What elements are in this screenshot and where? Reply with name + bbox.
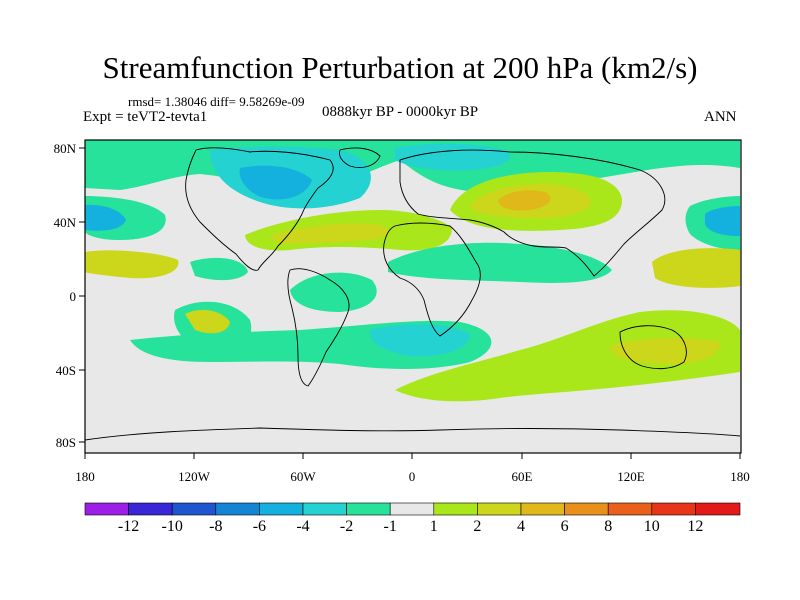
x-tick-120w: 120W xyxy=(178,469,210,484)
map-title: Streamfunction Perturbation at 200 hPa (… xyxy=(102,50,698,85)
colorbar-label: 12 xyxy=(687,518,704,535)
colorbar-box-2 xyxy=(128,502,173,516)
y-tick-40s: 40S xyxy=(55,363,76,378)
contour-yellow-atlantic xyxy=(270,223,389,244)
season-label: ANN xyxy=(704,109,737,125)
colorbar-box-3 xyxy=(171,502,217,516)
experiment-label: Expt = teVT2-tevta1 xyxy=(83,109,208,125)
contour-field xyxy=(85,140,741,453)
colorbar-label: 6 xyxy=(560,518,569,535)
x-tick-120e: 120E xyxy=(617,469,645,484)
rmsd-stats: rmsd= 1.38046 diff= 9.58269e-09 xyxy=(128,94,305,109)
colorbar-label: -4 xyxy=(296,518,310,535)
australia-coast xyxy=(619,325,687,370)
colorbar-box-11 xyxy=(520,502,565,516)
contour-green-south-indian xyxy=(395,310,740,402)
y-tick-80n: 80N xyxy=(53,141,76,156)
colorbar-box-9 xyxy=(433,502,478,516)
coastlines xyxy=(85,147,741,441)
colorbar-box-7 xyxy=(346,502,391,516)
colorbar-box-12 xyxy=(564,502,609,516)
colorbar-box-1 xyxy=(84,502,129,516)
colorbar-box-6 xyxy=(302,502,347,516)
colorbar-label: -8 xyxy=(209,518,223,535)
colorbar-label: 4 xyxy=(517,518,525,535)
contour-yellow-australia xyxy=(610,337,721,364)
contour-yellow-south-pacific xyxy=(185,309,230,334)
x-tick-180-left: 180 xyxy=(75,469,95,484)
contour-blue-north-america xyxy=(239,165,312,200)
contour-yellow-pacific-west xyxy=(85,250,179,279)
colorbar-label: -6 xyxy=(252,518,267,535)
x-tick-180-right: 180 xyxy=(730,469,750,484)
colorbar-box-14 xyxy=(651,502,696,516)
contour-orange-eurasia xyxy=(498,190,551,211)
axis-ticks xyxy=(79,147,741,459)
africa-coast xyxy=(383,222,481,337)
colorbar-box-8 xyxy=(389,502,435,516)
y-tick-80s: 80S xyxy=(55,435,76,450)
greenland-coast xyxy=(339,147,381,168)
contour-blue-pacific-west xyxy=(85,204,126,231)
contour-green-tropical-band xyxy=(388,242,612,283)
antarctica-coast xyxy=(85,427,741,441)
y-tick-0: 0 xyxy=(69,289,77,304)
colorbar-box-4 xyxy=(215,502,260,516)
colorbar-label: 10 xyxy=(643,518,660,535)
colorbar-label: -2 xyxy=(339,518,354,535)
colorbar-label: 8 xyxy=(604,518,613,535)
period-label: 0888kyr BP - 0000kyr BP xyxy=(322,104,479,120)
eurasia-coast xyxy=(399,149,666,277)
colorbar xyxy=(84,502,741,516)
colorbar-box-10 xyxy=(477,502,522,516)
colorbar-label: -10 xyxy=(161,518,183,535)
contour-green-pacific-tropical xyxy=(190,257,248,281)
colorbar-box-13 xyxy=(607,502,653,516)
south-america-coast xyxy=(287,268,350,387)
colorbar-label: 1 xyxy=(429,518,438,535)
colorbar-box-15 xyxy=(695,502,741,516)
colorbar-label: 2 xyxy=(473,518,482,535)
north-america-coast xyxy=(185,147,334,271)
colorbar-box-5 xyxy=(259,502,304,516)
x-tick-60e: 60E xyxy=(511,469,533,484)
colorbar-label: -12 xyxy=(117,518,140,535)
x-tick-60w: 60W xyxy=(290,469,316,484)
contour-blue-pacific-east xyxy=(705,206,740,236)
contour-yellow-pacific-east xyxy=(652,248,740,288)
contour-green-south-america xyxy=(290,272,377,312)
colorbar-label: -1 xyxy=(383,518,397,535)
neutral-background xyxy=(85,140,741,453)
x-tick-0: 0 xyxy=(408,469,416,484)
y-tick-40n: 40N xyxy=(53,215,76,230)
